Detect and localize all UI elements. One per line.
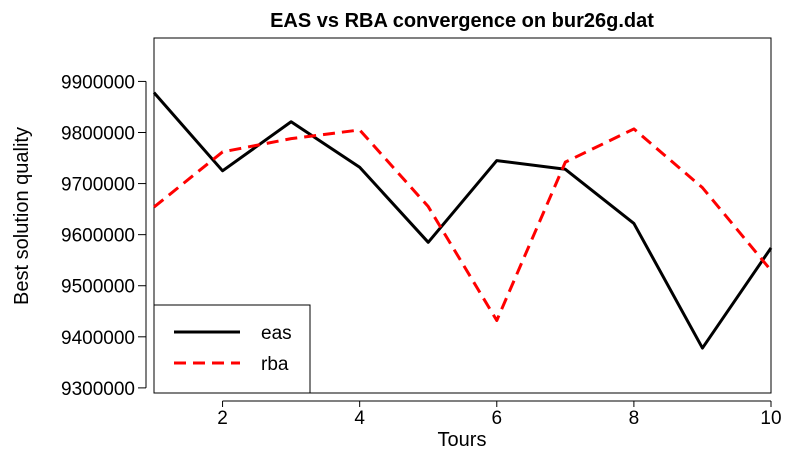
plot-area: 9300000 9400000 9500000 9600000 9700000 98000… xyxy=(61,37,782,429)
y-tick-label: 9300000 xyxy=(61,379,135,400)
plot-frame xyxy=(153,37,772,394)
legend-label-rba: rba xyxy=(261,354,289,375)
legend-box xyxy=(153,304,311,394)
y-tick-label: 9600000 xyxy=(61,226,135,247)
y-tick-label: 9900000 xyxy=(61,72,135,93)
x-tick-label: 2 xyxy=(217,408,228,429)
x-tick-label: 10 xyxy=(760,408,781,429)
y-axis-label: Best solution quality xyxy=(11,127,33,305)
legend-label-eas: eas xyxy=(261,323,292,344)
y-tick-label: 9400000 xyxy=(61,328,135,349)
y-tick-label: 9500000 xyxy=(61,277,135,298)
x-axis-label: Tours xyxy=(438,429,487,450)
series-line-rba xyxy=(153,127,773,322)
x-tick-label: 6 xyxy=(491,408,502,429)
x-tick-label: 4 xyxy=(354,408,365,429)
y-tick-label: 9800000 xyxy=(61,123,135,144)
x-tick-label: 8 xyxy=(629,408,640,429)
y-tick-label: 9700000 xyxy=(61,175,135,196)
chart-title: EAS vs RBA convergence on bur26g.dat xyxy=(270,10,654,32)
